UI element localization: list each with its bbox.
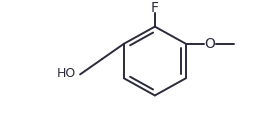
Text: F: F	[151, 1, 159, 15]
Text: O: O	[204, 37, 215, 51]
Text: HO: HO	[57, 67, 76, 80]
